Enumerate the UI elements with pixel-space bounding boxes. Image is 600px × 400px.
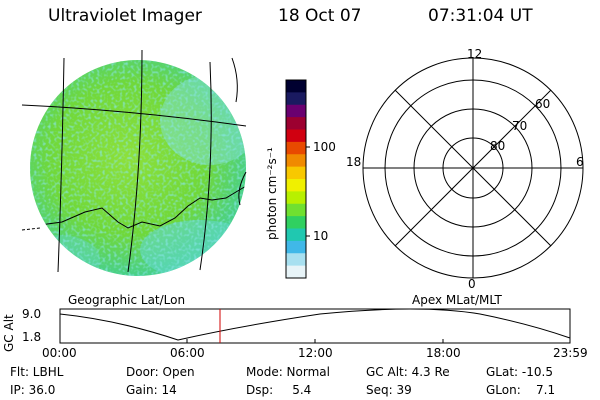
colorbar-segment xyxy=(286,92,306,106)
uv-image-disc xyxy=(21,49,247,276)
colorbar-segment xyxy=(286,117,306,131)
status-dsp: Dsp: 5.4 xyxy=(246,383,312,397)
colorbar-tick-10: 10 xyxy=(313,229,329,243)
lat-label-80: 80 xyxy=(490,139,506,153)
colorbar-segment xyxy=(286,216,306,230)
colorbar-segment xyxy=(286,253,306,267)
status-ip: IP: 36.0 xyxy=(10,383,56,397)
color-scale-bar xyxy=(286,80,306,279)
altitude-ytick-low: 1.8 xyxy=(22,330,42,344)
status-filter: Flt: LBHL xyxy=(10,365,64,379)
mlt-label-top: 12 xyxy=(467,47,483,61)
colorbar-tick-100: 100 xyxy=(313,140,336,154)
time-tick-0000: 00:00 xyxy=(42,346,77,360)
colorbar-segment xyxy=(286,265,306,279)
altitude-ylabel: GC Alt xyxy=(2,314,16,352)
altitude-ytick-high: 9.0 xyxy=(22,307,42,321)
polar-mlat-mlt-plot xyxy=(362,57,584,279)
altitude-plot xyxy=(59,308,571,344)
time-tick-2359: 23:59 xyxy=(553,346,588,360)
time-tick-1200: 12:00 xyxy=(298,346,333,360)
status-glat: GLat: -10.5 xyxy=(486,365,553,379)
mlt-label-left: 18 xyxy=(346,155,362,169)
date-label: 18 Oct 07 xyxy=(278,6,362,26)
colorbar-segment xyxy=(286,191,306,205)
lat-label-60: 60 xyxy=(535,97,551,111)
colorbar-segment xyxy=(286,141,306,155)
time-label: 07:31:04 UT xyxy=(428,6,533,26)
altitude-curve xyxy=(59,308,571,341)
colorbar-segment xyxy=(286,129,306,143)
colorbar-segment xyxy=(286,179,306,192)
colorbar-segment xyxy=(286,80,306,93)
status-mode: Mode: Normal xyxy=(246,365,330,379)
colorbar-segment xyxy=(286,228,306,242)
polar-caption: Apex MLat/MLT xyxy=(412,293,502,307)
colorbar-segment xyxy=(286,240,306,254)
colorbar-segment xyxy=(286,104,306,118)
coastline xyxy=(30,185,246,229)
time-tick-0600: 06:00 xyxy=(170,346,205,360)
lat-label-70: 70 xyxy=(512,119,528,133)
colorbar-segment xyxy=(286,166,306,180)
colorbar-segment xyxy=(286,203,306,217)
status-seq: Seq: 39 xyxy=(366,383,412,397)
status-glon: GLon: 7.1 xyxy=(486,383,556,397)
colorbar-segment xyxy=(286,154,306,168)
map-caption: Geographic Lat/Lon xyxy=(68,293,186,307)
status-door: Door: Open xyxy=(126,365,195,379)
mlt-label-right: 6 xyxy=(576,155,584,169)
status-gc-alt: GC Alt: 4.3 Re xyxy=(366,365,450,379)
mlt-label-bottom: 0 xyxy=(468,277,476,291)
instrument-title: Ultraviolet Imager xyxy=(48,6,202,26)
colorbar-unit-label: photon cm⁻²s⁻¹ xyxy=(265,147,279,240)
time-tick-1800: 18:00 xyxy=(426,346,461,360)
status-gain: Gain: 14 xyxy=(126,383,177,397)
